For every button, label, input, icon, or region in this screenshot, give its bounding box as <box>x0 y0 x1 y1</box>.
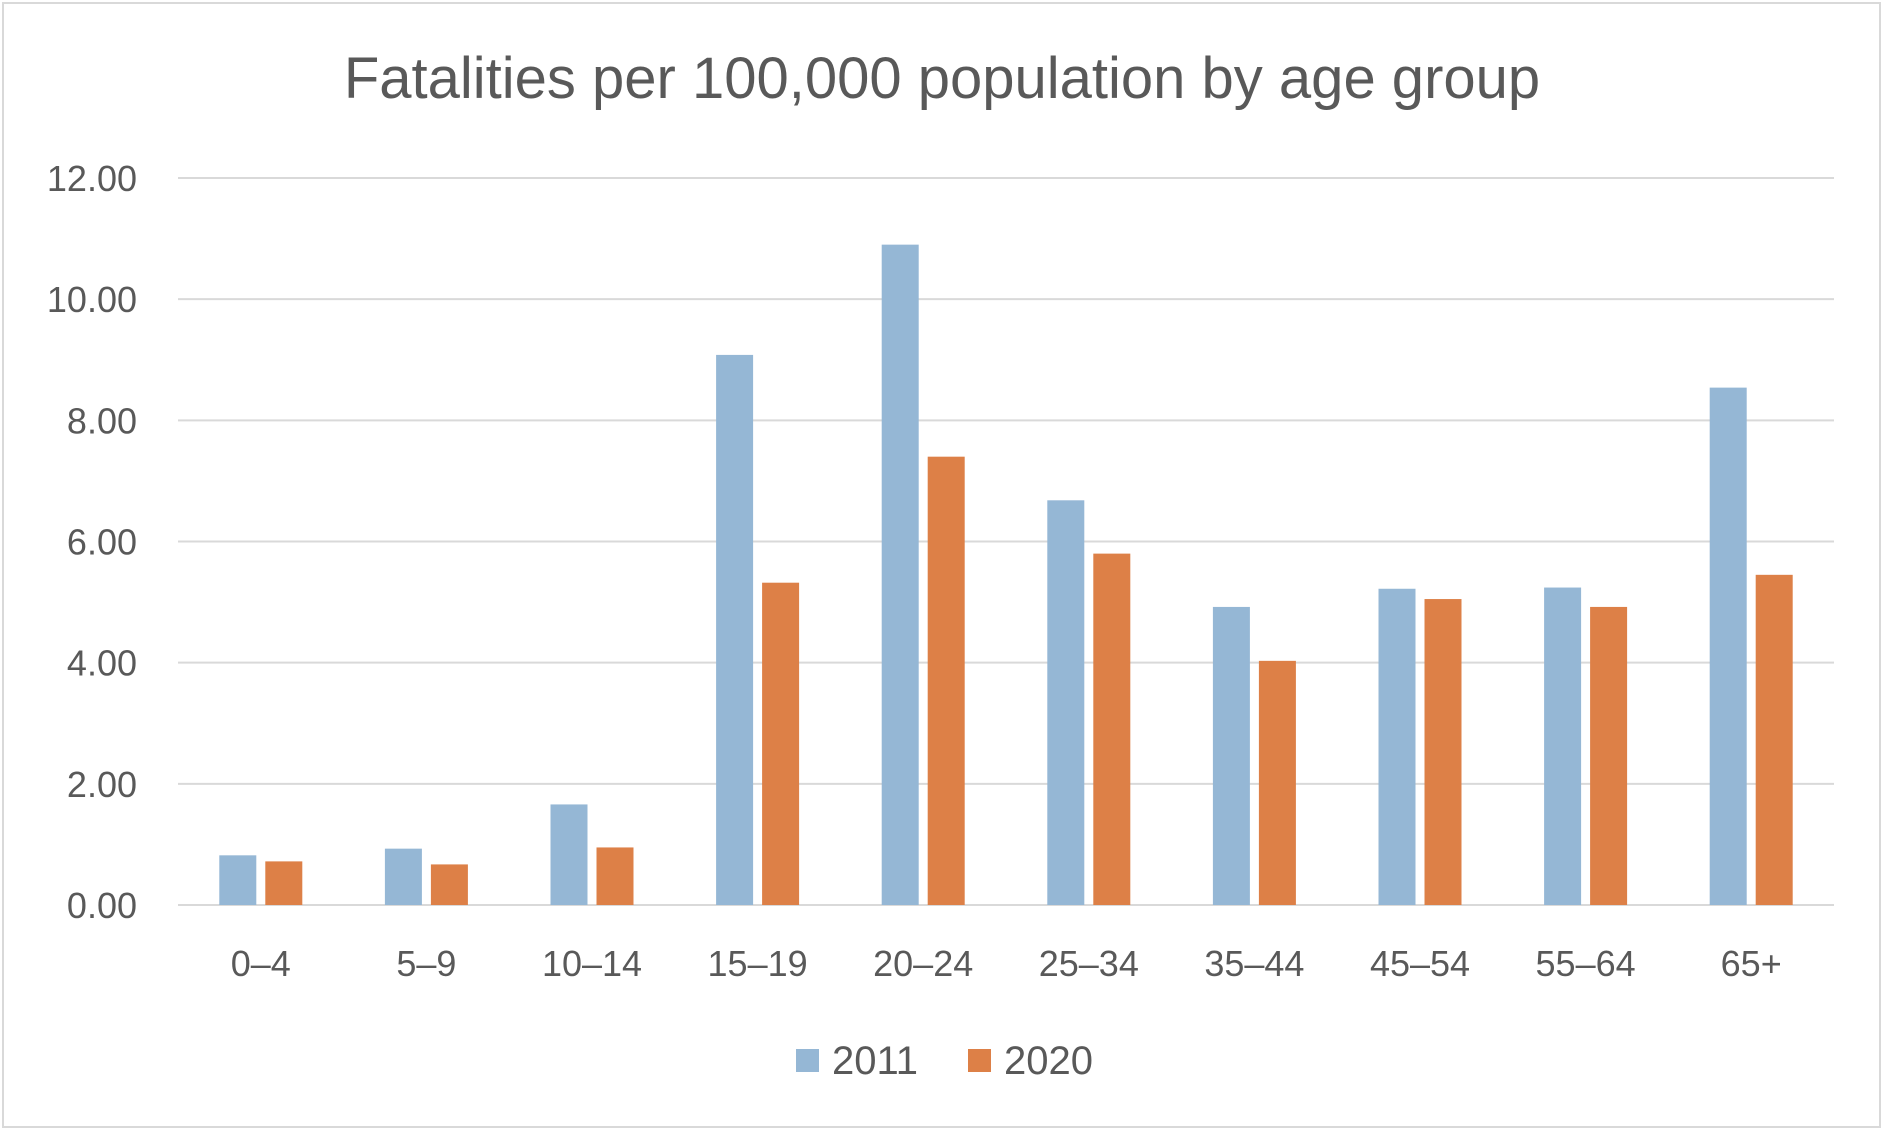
y-tick-label: 4.00 <box>67 643 137 684</box>
x-tick-label: 45–54 <box>1370 943 1470 984</box>
x-axis-ticks: 0–4 5–9 10–14 15–19 20–24 25–34 35–44 45–54 55–6… <box>231 943 1782 984</box>
bar-2020-6 <box>1258 660 1296 905</box>
bar-2011-5 <box>1047 500 1085 905</box>
bar-2020-1 <box>430 864 468 905</box>
bar-2020-8 <box>1590 606 1628 905</box>
y-axis-ticks: 0.00 2.00 4.00 6.00 8.00 10.00 12.00 <box>47 158 137 926</box>
chart-title: Fatalities per 100,000 population by age… <box>344 46 1540 111</box>
bar-2011-4 <box>881 244 919 905</box>
x-tick-label: 55–64 <box>1536 943 1636 984</box>
y-tick-label: 10.00 <box>47 279 137 320</box>
bar-2011-8 <box>1544 587 1582 905</box>
legend-label-2011: 2011 <box>832 1039 918 1083</box>
y-tick-label: 8.00 <box>67 400 137 441</box>
x-tick-label: 0–4 <box>231 943 291 984</box>
bar-2011-9 <box>1709 387 1747 905</box>
bar-2020-3 <box>762 582 800 905</box>
bar-2011-6 <box>1212 606 1250 905</box>
bar-2020-2 <box>596 847 634 905</box>
bar-2011-3 <box>716 354 754 905</box>
x-tick-label: 10–14 <box>542 943 642 984</box>
x-tick-label: 35–44 <box>1204 943 1304 984</box>
x-tick-label: 20–24 <box>873 943 973 984</box>
legend-swatch-2011 <box>796 1049 819 1072</box>
bar-2011-0 <box>219 855 257 905</box>
x-tick-label: 25–34 <box>1039 943 1139 984</box>
bar-2020-7 <box>1424 599 1462 905</box>
y-tick-label: 0.00 <box>67 885 137 926</box>
bar-2011-2 <box>550 804 588 905</box>
bar-2011-7 <box>1378 588 1416 905</box>
y-tick-label: 2.00 <box>67 764 137 805</box>
bar-2011-1 <box>384 848 422 905</box>
gridlines <box>178 177 1834 906</box>
bar-2020-0 <box>265 861 303 905</box>
x-tick-label: 15–19 <box>708 943 808 984</box>
bar-2020-9 <box>1755 574 1793 905</box>
legend-swatch-2020 <box>968 1049 991 1072</box>
x-tick-label: 65+ <box>1721 943 1782 984</box>
bar-2020-4 <box>927 456 965 905</box>
x-tick-label: 5–9 <box>396 943 456 984</box>
y-tick-label: 6.00 <box>67 522 137 563</box>
bars <box>219 244 1793 905</box>
legend: 2011 2020 <box>796 1039 1093 1083</box>
y-tick-label: 12.00 <box>47 158 137 199</box>
bar-2020-5 <box>1093 553 1131 905</box>
legend-label-2020: 2020 <box>1004 1039 1093 1083</box>
